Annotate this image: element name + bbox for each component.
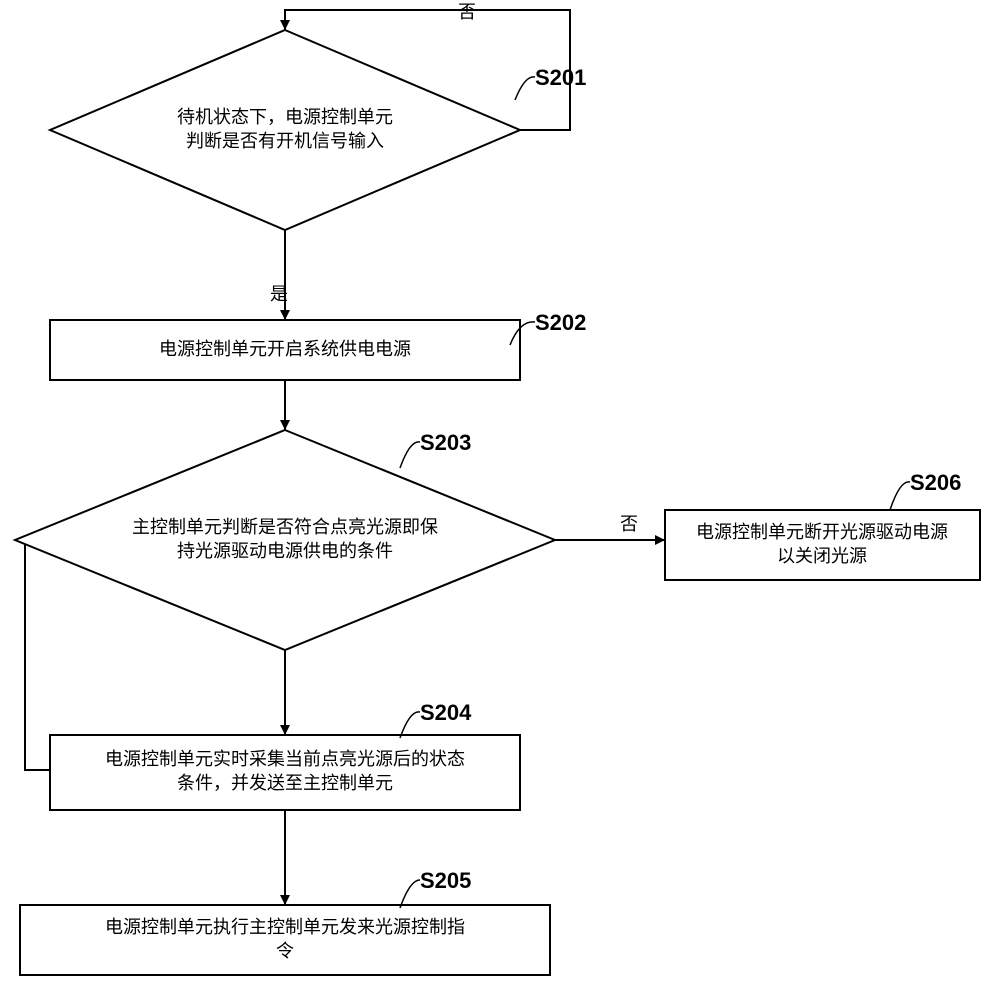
step-label: S204 [420, 700, 472, 725]
node-text: 条件，并发送至主控制单元 [177, 773, 393, 793]
node-text: 持光源驱动电源供电的条件 [177, 541, 393, 561]
edge-label: 否 [458, 2, 476, 22]
step-leader [890, 482, 910, 510]
step-leader [400, 442, 420, 468]
step-label: S205 [420, 868, 471, 893]
node-text: 以关闭光源 [777, 546, 867, 566]
step-label: S206 [910, 470, 961, 495]
edge-label: 否 [620, 514, 638, 534]
node-text: 电源控制单元执行主控制单元发来光源控制指 [105, 917, 465, 937]
node-r1: 电源控制单元开启系统供电电源 S202 [50, 310, 586, 380]
flow-edge [15, 540, 50, 770]
node-text: 电源控制单元开启系统供电电源 [159, 339, 411, 359]
node-text: 电源控制单元断开光源驱动电源 [696, 522, 948, 542]
node-text: 待机状态下，电源控制单元 [177, 107, 393, 127]
node-d1: 待机状态下，电源控制单元判断是否有开机信号输入 S201 [50, 30, 586, 230]
node-d2: 主控制单元判断是否符合点亮光源即保持光源驱动电源供电的条件 S203 [15, 430, 555, 650]
nodes: 待机状态下，电源控制单元判断是否有开机信号输入 S201 电源控制单元开启系统供电电… [15, 30, 980, 975]
step-label: S201 [535, 65, 586, 90]
node-text: 电源控制单元实时采集当前点亮光源后的状态 [105, 749, 465, 769]
step-label: S202 [535, 310, 586, 335]
step-leader [400, 880, 420, 908]
node-text: 判断是否有开机信号输入 [186, 131, 384, 151]
step-label: S203 [420, 430, 471, 455]
node-text: 主控制单元判断是否符合点亮光源即保 [132, 517, 438, 537]
step-leader [515, 77, 535, 100]
node-r4: 电源控制单元断开光源驱动电源以关闭光源 S206 [665, 470, 980, 580]
edge-label: 是 [270, 284, 288, 304]
flowchart-diagram: 待机状态下，电源控制单元判断是否有开机信号输入 S201 电源控制单元开启系统供电电… [0, 0, 1000, 1000]
node-text: 令 [276, 941, 294, 961]
